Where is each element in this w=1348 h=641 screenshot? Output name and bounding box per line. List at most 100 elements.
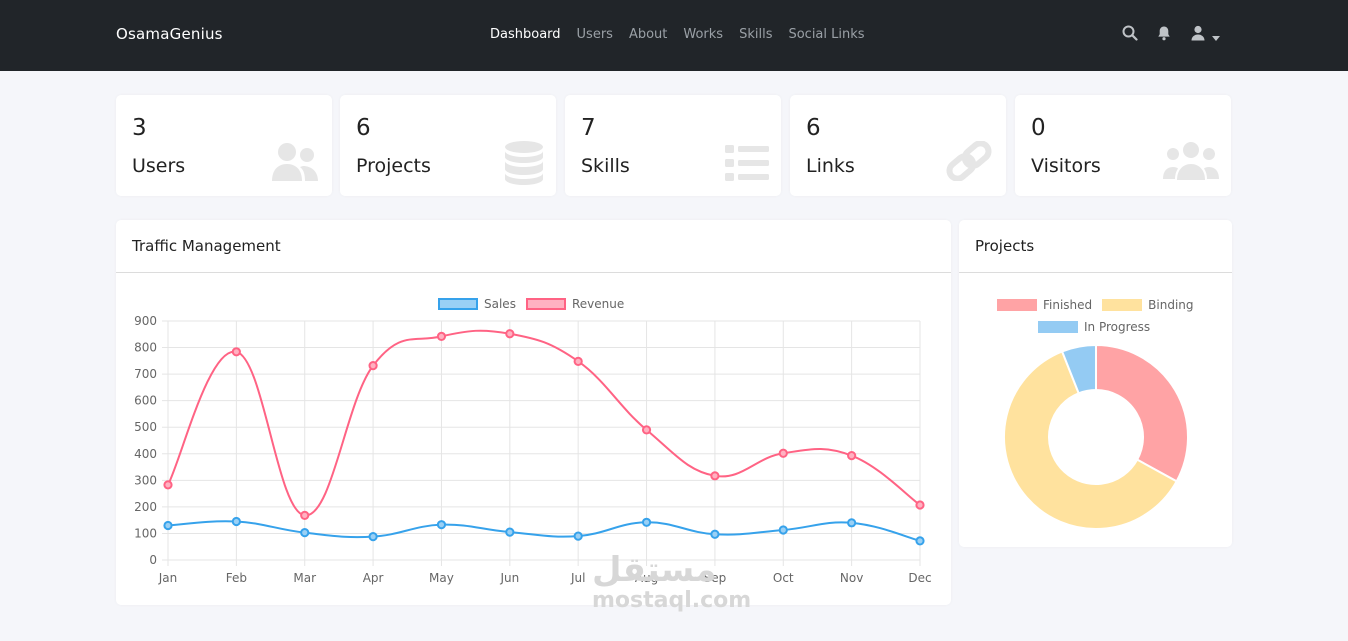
stat-card-links: 6 Links: [790, 95, 1006, 196]
legend-label-revenue: Revenue: [571, 297, 625, 311]
projects-donut-chart: [1003, 343, 1189, 530]
legend-item-revenue[interactable]: Revenue: [525, 297, 625, 311]
legend-swatch-binding: [1102, 299, 1143, 311]
legend-swatch-finished: [997, 299, 1037, 311]
stat-card-skills: 7 Skills: [565, 95, 781, 196]
nav-link-users[interactable]: Users: [576, 27, 613, 42]
series-sales: [163, 516, 925, 546]
user-menu-button[interactable]: [1190, 25, 1220, 45]
data-point-sales[interactable]: [163, 520, 173, 531]
data-point-sales[interactable]: [505, 527, 515, 537]
y-tick-label: 300: [134, 473, 157, 487]
search-icon[interactable]: [1122, 25, 1138, 45]
stat-label: Users: [132, 155, 186, 177]
y-tick-label: 200: [134, 500, 157, 514]
stat-label: Skills: [581, 155, 630, 177]
series-line-revenue: [167, 329, 921, 517]
traffic-panel-title: Traffic Management: [116, 220, 951, 273]
nav-link-skills[interactable]: Skills: [739, 27, 773, 42]
donut-slice-finished[interactable]: [1095, 343, 1189, 483]
data-point-revenue[interactable]: [163, 480, 173, 490]
legend-item-in-progress[interactable]: In Progress: [1038, 320, 1150, 334]
projects-panel-title: Projects: [959, 220, 1232, 273]
legend-label-in-progress: In Progress: [1084, 320, 1151, 334]
donut-slice-in-progress[interactable]: [1060, 343, 1097, 395]
data-point-sales[interactable]: [915, 536, 925, 546]
nav-link-works[interactable]: Works: [683, 27, 724, 42]
link-icon: [944, 140, 994, 185]
legend-label-binding: Binding: [1148, 298, 1194, 312]
data-point-revenue[interactable]: [300, 510, 310, 520]
legend-item-binding[interactable]: Binding: [1102, 298, 1194, 312]
traffic-legend: Sales Revenue: [438, 297, 634, 311]
x-tick-label: Apr: [363, 571, 384, 585]
stat-value: 3: [132, 115, 147, 141]
x-tick-label: May: [429, 571, 454, 585]
x-tick-label: Nov: [840, 571, 863, 585]
data-point-sales[interactable]: [231, 516, 241, 527]
y-tick-label: 700: [134, 367, 157, 381]
legend-swatch-revenue: [525, 298, 566, 310]
data-point-sales[interactable]: [847, 518, 857, 528]
stat-card-visitors: 0 Visitors: [1015, 95, 1231, 196]
data-point-revenue[interactable]: [847, 451, 857, 461]
brand-logo[interactable]: OsamaGenius: [116, 25, 223, 43]
data-point-revenue[interactable]: [505, 329, 515, 339]
stat-card-projects: 6 Projects: [340, 95, 556, 196]
projects-panel: Projects Finished Binding In Progress: [959, 220, 1232, 547]
y-tick-label: 600: [134, 394, 157, 408]
data-point-sales[interactable]: [300, 528, 310, 538]
bell-icon[interactable]: [1156, 25, 1172, 45]
legend-swatch-sales: [438, 298, 478, 310]
donut-slice-binding[interactable]: [1003, 350, 1178, 530]
data-point-sales[interactable]: [573, 531, 583, 541]
caret-down-icon: [1212, 26, 1220, 45]
x-tick-label: Jun: [499, 571, 519, 585]
data-point-revenue[interactable]: [368, 361, 378, 371]
stat-value: 7: [581, 115, 596, 141]
data-point-sales[interactable]: [436, 520, 447, 530]
legend-label-finished: Finished: [1043, 298, 1093, 312]
stat-value: 0: [1031, 115, 1046, 141]
y-tick-label: 800: [134, 341, 157, 355]
data-point-sales[interactable]: [710, 529, 720, 539]
data-point-revenue[interactable]: [915, 500, 925, 510]
nav-link-dashboard[interactable]: Dashboard: [490, 27, 561, 42]
legend-swatch-in-progress: [1038, 321, 1078, 333]
data-point-revenue[interactable]: [573, 356, 583, 366]
nav-link-about[interactable]: About: [628, 27, 668, 42]
chart-grid: [162, 320, 921, 566]
traffic-line-chart: 0 100 200 300 400 500 600 700 800 900 Jan Feb Mar Apr…: [134, 314, 932, 585]
data-point-revenue[interactable]: [231, 347, 241, 357]
x-tick-label: Dec: [908, 571, 931, 585]
nav-icons: [1122, 25, 1220, 45]
legend-item-sales[interactable]: Sales: [438, 297, 516, 311]
x-tick-label: Jan: [158, 571, 178, 585]
legend-label-sales: Sales: [484, 297, 516, 311]
y-tick-label: 500: [134, 420, 157, 434]
data-point-sales[interactable]: [368, 532, 378, 542]
x-tick-label: Jul: [570, 571, 585, 585]
nav-links: Dashboard Users About Works Skills Socia…: [490, 27, 865, 42]
x-tick-label: Oct: [773, 571, 794, 585]
traffic-panel: Traffic Management Sales Revenue 0 100 200…: [116, 220, 951, 605]
legend-item-finished[interactable]: Finished: [997, 298, 1092, 312]
data-point-sales[interactable]: [641, 517, 652, 527]
users-icon: [270, 141, 320, 187]
data-point-revenue[interactable]: [436, 331, 447, 342]
y-tick-label: 900: [134, 314, 157, 328]
x-tick-label: Feb: [226, 571, 247, 585]
stat-label: Projects: [356, 155, 431, 177]
user-icon: [1190, 25, 1206, 45]
list-icon: [725, 145, 769, 185]
data-point-revenue[interactable]: [641, 425, 652, 435]
data-point-revenue[interactable]: [778, 448, 788, 458]
y-tick-label: 400: [134, 447, 157, 461]
nav-link-social-links[interactable]: Social Links: [788, 27, 865, 42]
data-point-revenue[interactable]: [710, 471, 720, 481]
x-tick-label: Aug: [635, 571, 658, 585]
data-point-sales[interactable]: [778, 525, 788, 535]
y-tick-label: 100: [134, 526, 157, 540]
x-tick-label: Mar: [293, 571, 316, 585]
stat-value: 6: [806, 115, 821, 141]
